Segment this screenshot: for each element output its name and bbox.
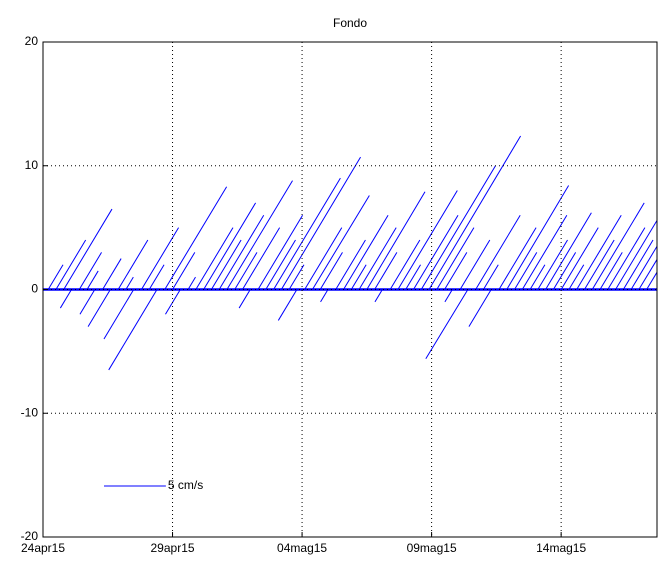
stick [576,214,622,290]
stick [389,239,421,290]
stick [87,289,111,327]
stick [210,239,242,290]
stick [273,177,341,290]
stick [187,276,196,290]
stick [428,135,522,290]
stick [568,264,585,290]
stick [425,289,469,360]
stick [108,289,158,371]
axes-box [42,41,658,538]
x-tick-label: 04mag15 [277,541,327,555]
y-tick-label: -10 [21,405,39,419]
y-tick-label: 10 [25,158,39,172]
stick [537,239,568,290]
stick [265,239,296,290]
stick [343,214,389,290]
stick [468,289,492,327]
stick [591,202,645,290]
y-tick-label: 20 [25,34,39,48]
stick [615,219,657,290]
stick [444,289,453,303]
stick [350,264,367,290]
stick [63,208,113,290]
stick [277,289,298,321]
stick [444,252,468,290]
stick [397,190,458,290]
stick [257,214,304,290]
stick [638,258,657,290]
stick [413,214,459,290]
stick [164,186,228,290]
stick [335,239,366,290]
stick [102,258,122,290]
stick [420,165,496,290]
legend-label: 5 cm/s [168,478,203,492]
stick [405,264,421,290]
stick [358,227,397,290]
stick [86,270,99,290]
stick [55,239,87,290]
stick [622,239,654,290]
stick [288,264,305,290]
stick [320,289,329,303]
stick [475,214,521,290]
stick [59,289,72,309]
stick [304,227,343,290]
stick [280,156,361,290]
stick [630,245,657,290]
stick [141,227,180,290]
stick [238,289,251,309]
plot-area [43,135,657,371]
stick [172,252,196,290]
stick [125,276,134,290]
stick [79,289,96,315]
stick [459,239,491,290]
stick [226,180,293,290]
stick [242,227,281,290]
stick [506,185,570,290]
stick [319,252,343,290]
stick [148,264,165,290]
stick [312,195,370,290]
stick [498,227,537,290]
stick [165,289,181,315]
stick [117,239,149,290]
stick [482,264,499,290]
stick [218,214,265,290]
stick [234,252,258,290]
stick [374,289,383,303]
x-tick-label: 29apr15 [151,541,195,555]
stick [560,227,599,290]
x-tick-label: 09mag15 [407,541,457,555]
stick [195,227,234,290]
y-tick-label: 0 [31,282,38,296]
x-tick-label: 14mag15 [536,541,586,555]
stick [436,227,475,290]
stick [78,252,102,290]
stick [374,252,398,290]
stick [47,264,64,290]
stick [646,271,657,290]
stick [366,191,426,290]
chart-title: Fondo [333,16,367,30]
x-tick-label: 24apr15 [21,541,65,555]
y-tick-label: -20 [21,529,39,543]
stick [552,252,577,290]
stick [607,227,646,290]
stick [103,289,135,340]
stick [545,212,592,290]
stick [584,239,615,290]
stick [521,214,568,290]
stick [203,202,257,290]
stick [514,252,538,290]
stick [599,252,623,290]
stick [529,264,546,290]
